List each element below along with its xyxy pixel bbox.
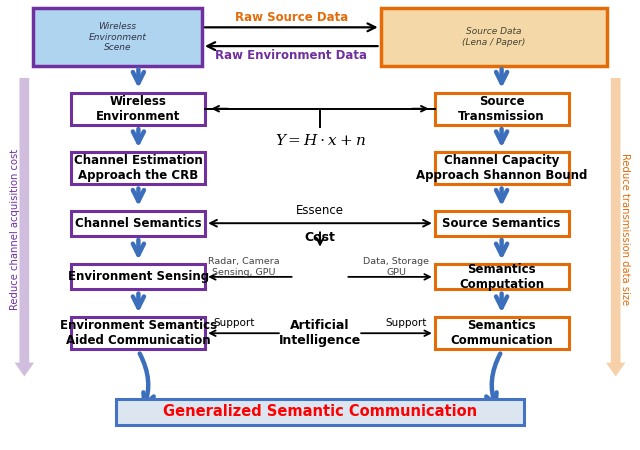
Text: Raw Source Data: Raw Source Data [235,11,348,24]
Text: Wireless
Environment: Wireless Environment [96,94,180,123]
Text: Environment Semantics
Aided Communication: Environment Semantics Aided Communicatio… [60,319,217,347]
FancyBboxPatch shape [72,317,205,349]
Text: Environment Sensing: Environment Sensing [68,270,209,284]
Text: Support: Support [213,319,255,328]
Text: Artificial
Intelligence: Artificial Intelligence [279,319,361,347]
Text: Semantics
Computation: Semantics Computation [459,263,544,291]
FancyArrowPatch shape [15,78,34,377]
Text: Essence: Essence [296,204,344,217]
Text: Source Semantics: Source Semantics [442,217,561,230]
Text: Reduce channel acquisition cost: Reduce channel acquisition cost [10,149,20,310]
Text: Cost: Cost [305,231,335,244]
Text: Radar, Camera
Sensing, GPU: Radar, Camera Sensing, GPU [208,257,279,277]
Text: Wireless
Environment
Scene: Wireless Environment Scene [89,22,147,52]
FancyBboxPatch shape [435,152,568,184]
FancyBboxPatch shape [33,8,202,66]
FancyBboxPatch shape [435,264,568,289]
Text: Raw Environment Data: Raw Environment Data [215,50,367,63]
FancyBboxPatch shape [435,317,568,349]
Text: Reduce transmission data size: Reduce transmission data size [620,153,630,306]
Text: Source
Transmission: Source Transmission [458,94,545,123]
FancyBboxPatch shape [72,264,205,289]
FancyBboxPatch shape [72,93,205,125]
Text: Channel Semantics: Channel Semantics [75,217,202,230]
Text: Support: Support [385,319,427,328]
FancyBboxPatch shape [435,211,568,236]
FancyArrowPatch shape [606,78,625,377]
Text: Source Data
(Lena / Paper): Source Data (Lena / Paper) [462,27,525,47]
FancyBboxPatch shape [72,211,205,236]
Text: Channel Estimation
Approach the CRB: Channel Estimation Approach the CRB [74,154,203,182]
FancyBboxPatch shape [435,93,568,125]
Text: Semantics
Communication: Semantics Communication [451,319,553,347]
FancyBboxPatch shape [72,152,205,184]
Text: Generalized Semantic Communication: Generalized Semantic Communication [163,405,477,419]
Text: $Y = H \cdot x + n$: $Y = H \cdot x + n$ [275,133,365,148]
FancyBboxPatch shape [116,399,524,425]
Text: Data, Storage
GPU: Data, Storage GPU [364,257,429,277]
FancyBboxPatch shape [381,8,607,66]
Text: Channel Capacity
Approach Shannon Bound: Channel Capacity Approach Shannon Bound [416,154,588,182]
